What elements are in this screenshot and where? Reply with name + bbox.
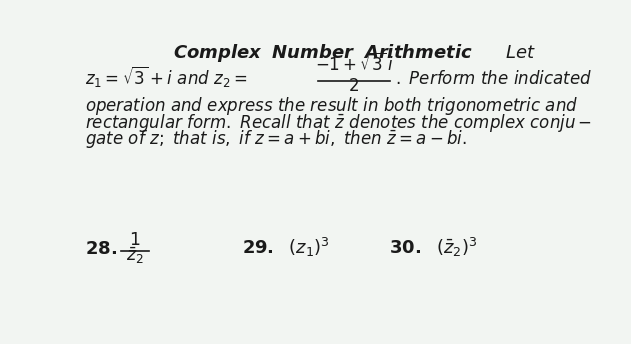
Text: $\mathit{operation\ and\ express\ the\ result\ in\ both\ trigonometric\ and}$: $\mathit{operation\ and\ express\ the\ r… bbox=[85, 95, 578, 117]
Text: $\mathit{gate\ of\ }z\mathit{;\ that\ is,\ if\ }z = a + bi\mathit{,\ then\ }\bar: $\mathit{gate\ of\ }z\mathit{;\ that\ is… bbox=[85, 128, 467, 150]
Text: $-1 + \sqrt{3}\,i$: $-1 + \sqrt{3}\,i$ bbox=[315, 52, 393, 75]
Text: $\mathit{Let}$: $\mathit{Let}$ bbox=[505, 44, 536, 62]
Text: $z_1 = \sqrt{3} + i\ \mathit{and}\ z_2 =$: $z_1 = \sqrt{3} + i\ \mathit{and}\ z_2 =… bbox=[85, 64, 247, 89]
Text: $\mathbfit{Complex}\ \ \mathbfit{Number}\ \ \mathbfit{Arithmetic}$: $\mathbfit{Complex}\ \ \mathbfit{Number}… bbox=[173, 42, 473, 64]
Text: $2$: $2$ bbox=[348, 78, 360, 95]
Text: $\mathit{rectangular\ form.\ Recall\ that\ }\bar{z}\mathit{\ denotes\ the\ compl: $\mathit{rectangular\ form.\ Recall\ tha… bbox=[85, 111, 592, 133]
Text: $\mathbf{28.}$: $\mathbf{28.}$ bbox=[85, 240, 117, 258]
Text: $\mathit{.\ Perform\ the\ indicated}$: $\mathit{.\ Perform\ the\ indicated}$ bbox=[395, 69, 593, 88]
Text: $\mathbf{29.}\ \ (z_1)^3$: $\mathbf{29.}\ \ (z_1)^3$ bbox=[242, 236, 329, 259]
Text: $1$: $1$ bbox=[129, 232, 140, 249]
Text: $\mathbf{30.}\ \ (\bar{z}_2)^3$: $\mathbf{30.}\ \ (\bar{z}_2)^3$ bbox=[389, 236, 477, 259]
Text: $\bar{z}_2$: $\bar{z}_2$ bbox=[126, 245, 144, 266]
